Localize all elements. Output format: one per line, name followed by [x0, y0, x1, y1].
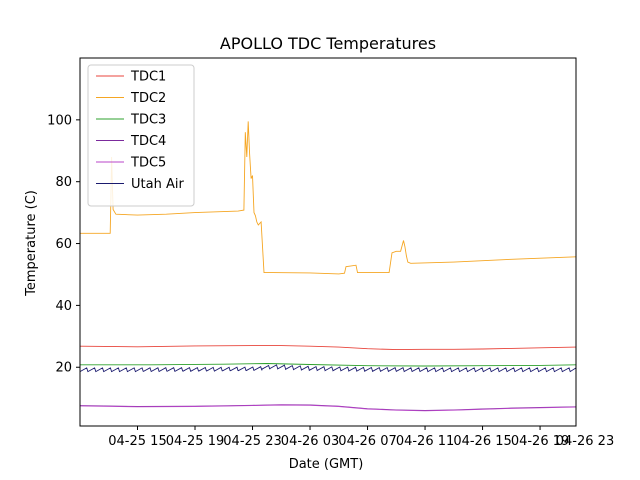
x-axis-label: Date (GMT) — [289, 457, 364, 472]
y-tick-label: 40 — [55, 299, 72, 314]
series-line-tdc3 — [80, 363, 576, 367]
series-line-tdc1 — [80, 345, 576, 351]
legend-label: TDC5 — [130, 156, 166, 171]
series-line-tdc5 — [80, 404, 576, 412]
plot-area — [80, 121, 576, 412]
y-axis-label: Temperature (C) — [24, 190, 39, 297]
x-tick-label: 04-26 15 — [453, 434, 511, 449]
legend-label: TDC4 — [130, 134, 166, 149]
y-tick-label: 80 — [55, 175, 72, 190]
x-tick-label: 04-26 23 — [556, 434, 614, 449]
series-line-utah-air — [80, 364, 576, 373]
x-tick-label: 04-25 23 — [223, 434, 281, 449]
y-tick-label: 20 — [55, 361, 72, 376]
legend-label: TDC2 — [130, 91, 166, 106]
chart-title: APOLLO TDC Temperatures — [220, 34, 436, 53]
y-axis: 20 40 60 80 100 — [47, 113, 80, 376]
legend-label: TDC3 — [130, 113, 166, 128]
x-axis: 04-25 15 04-25 19 04-25 23 04-26 03 04-26 07… — [108, 426, 614, 449]
legend: TDC1 TDC2 TDC3 TDC4 TDC5 Utah Air — [87, 64, 195, 207]
x-tick-label: 04-25 15 — [108, 434, 166, 449]
x-tick-label: 04-25 19 — [166, 434, 224, 449]
x-tick-label: 04-26 03 — [281, 434, 339, 449]
y-tick-label: 60 — [55, 237, 72, 252]
legend-box — [87, 64, 195, 207]
y-tick-label: 100 — [47, 113, 72, 128]
legend-label: TDC1 — [130, 70, 166, 85]
legend-label: Utah Air — [131, 177, 184, 192]
x-tick-label: 04-26 11 — [396, 434, 454, 449]
axes-frame — [79, 57, 577, 427]
x-tick-label: 04-26 07 — [338, 434, 396, 449]
x-tick-label: 04-26 19 — [511, 434, 569, 449]
series-line-tdc2 — [80, 121, 576, 275]
